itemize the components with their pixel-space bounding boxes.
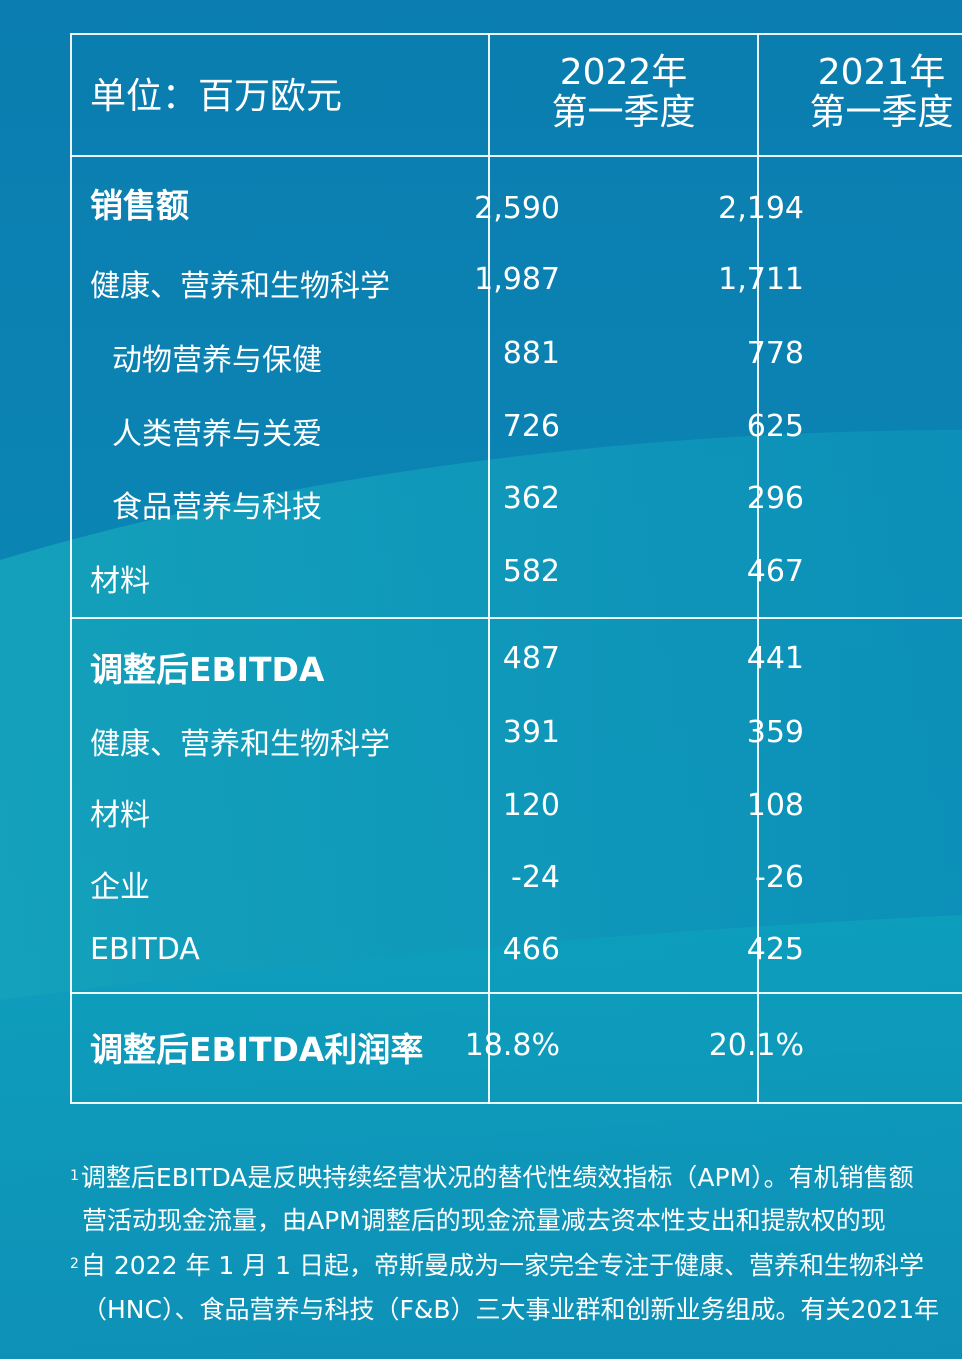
row-value: 881 bbox=[502, 336, 560, 371]
row-value: 466 bbox=[502, 932, 560, 967]
row-label: 企业 bbox=[90, 870, 150, 905]
row-value: 108 bbox=[746, 788, 804, 823]
column-divider bbox=[757, 33, 759, 1104]
footnote-marker: 1 bbox=[70, 1168, 79, 1184]
row-value: 441 bbox=[746, 641, 804, 676]
row-value: -24 bbox=[511, 860, 560, 895]
row-label: 动物营养与保健 bbox=[112, 343, 322, 378]
section-divider bbox=[70, 992, 962, 994]
row-label-adjusted-ebitda-margin: 调整后EBITDA利润率 bbox=[90, 1030, 424, 1069]
row-value: 1,987 bbox=[474, 262, 560, 297]
row-value: 2,590 bbox=[474, 191, 560, 226]
row-label: 人类营养与关爱 bbox=[112, 417, 322, 452]
column-header-period: 第一季度 bbox=[551, 92, 696, 133]
row-value: 467 bbox=[746, 554, 804, 589]
column-divider bbox=[488, 33, 490, 1104]
row-value: 582 bbox=[502, 554, 560, 589]
footnote-1-line-1: 1调整后EBITDA是反映持续经营状况的替代性绩效指标（APM）。有机销售额 bbox=[70, 1163, 914, 1193]
row-value: 2,194 bbox=[718, 191, 804, 226]
row-value: 487 bbox=[502, 641, 560, 676]
row-value: 391 bbox=[502, 715, 560, 750]
row-label: EBITDA bbox=[90, 932, 200, 967]
column-header-2022: 2022年 第一季度 bbox=[490, 53, 757, 133]
row-value: 425 bbox=[746, 932, 804, 967]
column-header-period: 第一季度 bbox=[809, 92, 954, 133]
header-divider bbox=[70, 155, 962, 157]
row-value: 1,711 bbox=[718, 262, 804, 297]
row-label-sales: 销售额 bbox=[90, 186, 189, 225]
table-border bbox=[70, 33, 962, 1104]
row-value: 18.8% bbox=[464, 1028, 560, 1063]
row-value: 20.1% bbox=[708, 1028, 804, 1063]
footnote-text: 自 2022 年 1 月 1 日起，帝斯曼成为一家完全专注于健康、营养和生物科学 bbox=[80, 1251, 925, 1280]
row-label: 材料 bbox=[90, 564, 150, 599]
row-value: 296 bbox=[746, 481, 804, 516]
section-divider bbox=[70, 617, 962, 619]
footnote-2-line-1: 2自 2022 年 1 月 1 日起，帝斯曼成为一家完全专注于健康、营养和生物科… bbox=[70, 1251, 924, 1281]
row-label: 食品营养与科技 bbox=[112, 490, 322, 525]
footnote-text: 调整后EBITDA是反映持续经营状况的替代性绩效指标（APM）。有机销售额 bbox=[80, 1163, 914, 1192]
column-header-year: 2022年 bbox=[559, 52, 688, 93]
row-value: 120 bbox=[502, 788, 560, 823]
footnote-1-line-2: 营活动现金流量，由APM调整后的现金流量减去资本性支出和提款权的现 bbox=[82, 1206, 886, 1235]
column-header-year: 2021年 bbox=[817, 52, 946, 93]
row-label: 健康、营养和生物科学 bbox=[90, 269, 390, 304]
financial-table: 单位：百万欧元 2022年 第一季度 2021年 第一季度 销售额 2,590 … bbox=[70, 33, 962, 1104]
row-value: -26 bbox=[755, 860, 804, 895]
unit-label: 单位：百万欧元 bbox=[90, 76, 343, 117]
row-value: 726 bbox=[502, 409, 560, 444]
row-value: 778 bbox=[746, 336, 804, 371]
row-label-adjusted-ebitda: 调整后EBITDA bbox=[90, 650, 325, 689]
row-label: 健康、营养和生物科学 bbox=[90, 727, 390, 762]
row-label: 材料 bbox=[90, 798, 150, 833]
footnote-2-line-2: （HNC）、食品营养与科技（F&B）三大事业群和创新业务组成。有关2021年 bbox=[82, 1295, 940, 1324]
row-value: 625 bbox=[746, 409, 804, 444]
column-header-2021: 2021年 第一季度 bbox=[759, 53, 962, 133]
row-value: 362 bbox=[502, 481, 560, 516]
footnote-marker: 2 bbox=[70, 1256, 79, 1272]
row-value: 359 bbox=[746, 715, 804, 750]
